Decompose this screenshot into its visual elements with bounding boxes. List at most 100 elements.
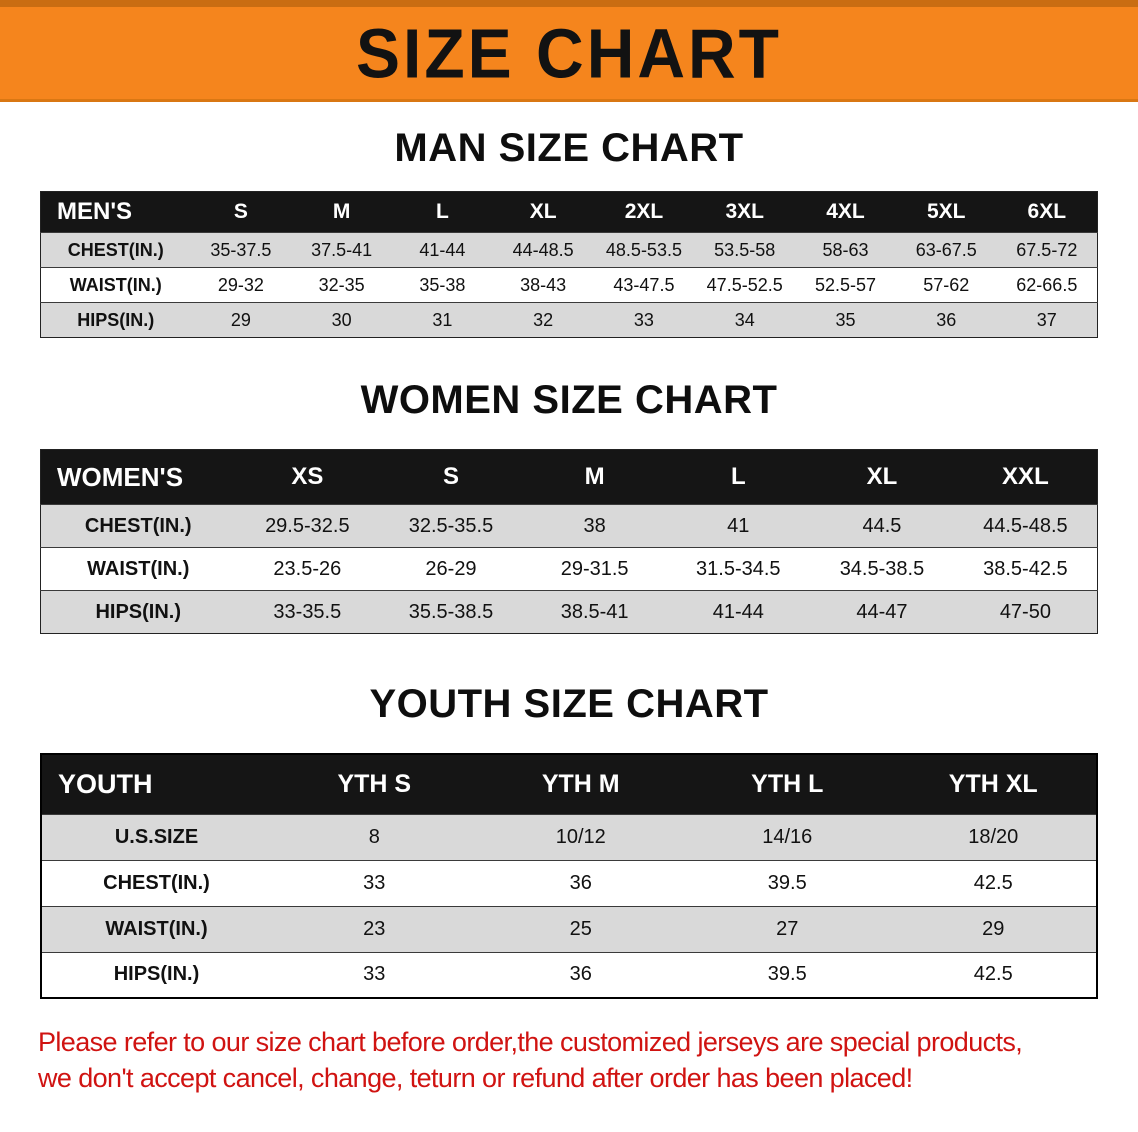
size-value-cell: 58-63 (822, 239, 869, 260)
disclaimer-text: Please refer to our size chart before or… (38, 1025, 1102, 1097)
size-value-cell: 23.5-26 (273, 557, 342, 580)
size-value-cell: 37 (1036, 309, 1057, 330)
table-row: HIPS(IN.) 33 36 39.5 42.5 (41, 952, 1097, 998)
size-value-cell: 31 (432, 309, 453, 330)
size-chart-page: SIZE CHART MAN SIZE CHART MEN'S S M L XL 2XL 3… (0, 0, 1138, 1097)
size-value-cell: 33-35.5 (273, 600, 342, 623)
size-value-cell: 27 (776, 917, 799, 940)
size-value-cell: 36 (569, 963, 592, 986)
size-column-header: XL (492, 191, 594, 233)
size-value-cell: 35-37.5 (210, 239, 272, 260)
size-value-cell: 38-43 (520, 274, 567, 295)
size-value-cell: 26-29 (425, 557, 477, 580)
size-column-header: 3XL (694, 191, 796, 233)
size-column-header: M (291, 191, 393, 233)
size-value-cell: 48.5-53.5 (605, 239, 682, 260)
size-value-cell: 33 (363, 963, 386, 986)
size-value-cell: 41-44 (712, 600, 764, 623)
size-value-cell: 8 (368, 825, 380, 848)
size-value-cell: 35.5-38.5 (408, 600, 494, 623)
size-value-cell: 33 (633, 309, 654, 330)
size-column-header: XXL (953, 449, 1098, 505)
measurement-label: U.S.SIZE (114, 825, 199, 848)
measurement-label: HIPS(IN.) (77, 309, 155, 330)
size-column-header: L (666, 449, 811, 505)
table-row: HIPS(IN.) 29 30 31 32 33 34 35 36 37 (40, 302, 1098, 338)
table-corner-label: WOMEN'S (40, 449, 236, 505)
table-row: WAIST(IN.) 29-32 32-35 35-38 38-43 43-47.5 47.… (40, 267, 1098, 303)
measurement-label: HIPS(IN.) (113, 963, 200, 986)
table-row: WAIST(IN.) 23.5-26 26-29 29-31.5 31.5-34.5 34… (40, 547, 1098, 591)
size-value-cell: 39.5 (767, 871, 807, 894)
size-value-cell: 25 (569, 917, 592, 940)
youth-section-heading: YOUTH SIZE CHART (369, 682, 769, 726)
size-value-cell: 29-32 (217, 274, 264, 295)
size-value-cell: 10/12 (555, 825, 606, 848)
table-corner-label: YOUTH (41, 754, 271, 814)
size-value-cell: 29.5-32.5 (265, 514, 350, 537)
size-column-header: XL (810, 449, 954, 505)
size-column-header: XS (235, 449, 380, 505)
size-value-cell: 52.5-57 (814, 274, 876, 295)
size-value-cell: 37.5-41 (311, 239, 373, 260)
size-column-header: YTH M (477, 754, 684, 814)
measurement-label: CHEST(IN.) (67, 239, 164, 260)
size-value-cell: 62-66.5 (1016, 274, 1078, 295)
size-value-cell: 38 (583, 514, 606, 537)
size-value-cell: 41 (727, 514, 750, 537)
women-size-table: WOMEN'S XS S M L XL XXL CHEST(IN.) 29.5-32.5 32.5… (40, 449, 1098, 634)
size-value-cell: 53.5-58 (714, 239, 776, 260)
size-value-cell: 41-44 (419, 239, 466, 260)
size-value-cell: 34 (734, 309, 755, 330)
size-value-cell: 33 (363, 871, 386, 894)
table-row: HIPS(IN.) 33-35.5 35.5-38.5 38.5-41 41-44 44-… (40, 590, 1098, 634)
banner: SIZE CHART (0, 0, 1138, 102)
size-column-header: S (190, 191, 292, 233)
size-value-cell: 32.5-35.5 (408, 514, 494, 537)
size-column-header: YTH XL (890, 754, 1097, 814)
size-value-cell: 35 (835, 309, 856, 330)
size-value-cell: 38.5-41 (560, 600, 629, 623)
measurement-label: WAIST(IN.) (69, 274, 162, 295)
table-header-row: YOUTH YTH S YTH M YTH L YTH XL (41, 754, 1097, 814)
measurement-label: HIPS(IN.) (95, 600, 182, 623)
size-column-header: 4XL (795, 191, 896, 233)
size-value-cell: 32-35 (318, 274, 365, 295)
size-value-cell: 35-38 (419, 274, 466, 295)
size-column-header: S (379, 449, 523, 505)
size-column-header: 6XL (996, 191, 1098, 233)
table-header-row: WOMEN'S XS S M L XL XXL (40, 449, 1098, 505)
size-value-cell: 18/20 (968, 825, 1019, 848)
men-section-heading: MAN SIZE CHART (394, 126, 744, 170)
size-value-cell: 39.5 (767, 963, 807, 986)
size-value-cell: 42.5 (973, 871, 1013, 894)
size-value-cell: 42.5 (973, 963, 1013, 986)
measurement-label: WAIST(IN.) (105, 917, 208, 940)
disclaimer-line-2: we don't accept cancel, change, teturn o… (38, 1062, 913, 1093)
size-value-cell: 44-47 (856, 600, 908, 623)
size-value-cell: 31.5-34.5 (696, 557, 781, 580)
table-row: U.S.SIZE 8 10/12 14/16 18/20 (41, 814, 1097, 860)
size-value-cell: 44.5-48.5 (983, 514, 1068, 537)
size-column-header: M (522, 449, 667, 505)
table-header-row: MEN'S S M L XL 2XL 3XL 4XL 5XL 6XL (40, 191, 1098, 233)
disclaimer-line-1: Please refer to our size chart before or… (38, 1027, 1023, 1057)
size-value-cell: 44-48.5 (512, 239, 574, 260)
page-title: SIZE CHART (356, 13, 782, 93)
women-section-heading: WOMEN SIZE CHART (360, 378, 778, 422)
size-column-header: YTH L (684, 754, 891, 814)
measurement-label: CHEST(IN.) (84, 514, 192, 537)
size-value-cell: 67.5-72 (1016, 239, 1078, 260)
size-value-cell: 34.5-38.5 (839, 557, 925, 580)
table-row: WAIST(IN.) 23 25 27 29 (41, 906, 1097, 952)
size-value-cell: 14/16 (762, 825, 813, 848)
size-value-cell: 57-62 (923, 274, 970, 295)
size-value-cell: 29 (230, 309, 251, 330)
size-value-cell: 36 (936, 309, 957, 330)
measurement-label: WAIST(IN.) (87, 557, 190, 580)
size-value-cell: 23 (363, 917, 386, 940)
men-size-table: MEN'S S M L XL 2XL 3XL 4XL 5XL 6XL CHEST(IN.) 35-37… (40, 191, 1098, 338)
size-value-cell: 30 (331, 309, 352, 330)
table-row: CHEST(IN.) 35-37.5 37.5-41 41-44 44-48.5 48.5… (40, 232, 1098, 268)
size-column-header: YTH S (271, 754, 478, 814)
